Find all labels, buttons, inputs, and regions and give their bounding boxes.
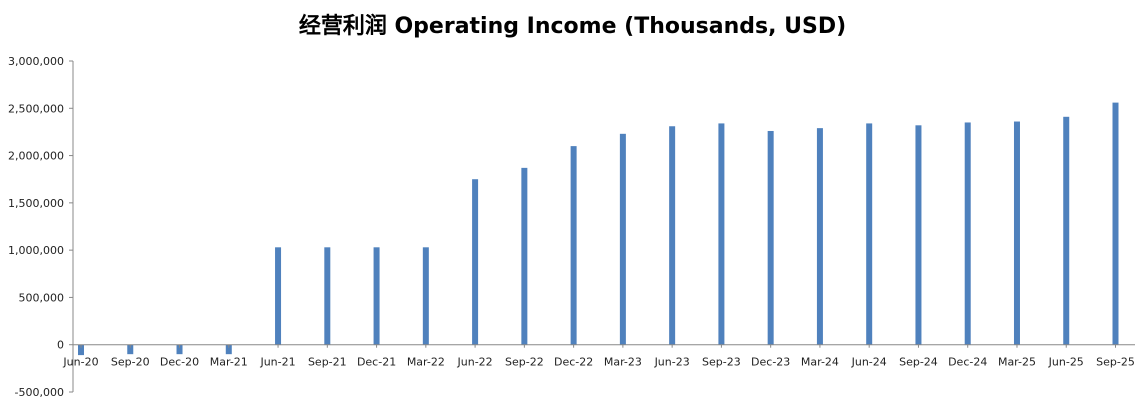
- x-tick-label: Dec-23: [751, 356, 790, 369]
- x-tick-label: Sep-22: [505, 356, 544, 369]
- bar: [718, 123, 725, 345]
- bar: [767, 130, 774, 345]
- x-tick-label: Jun-20: [62, 356, 98, 369]
- bar: [570, 146, 577, 345]
- x-tick-label: Sep-21: [308, 356, 347, 369]
- x-tick-label: Jun-22: [457, 356, 493, 369]
- x-tick-label: Dec-20: [160, 356, 199, 369]
- x-tick-label: Sep-20: [111, 356, 150, 369]
- bar: [619, 133, 626, 345]
- bar: [1112, 102, 1119, 345]
- y-tick-label: 1,000,000: [8, 244, 64, 257]
- y-tick-label: 2,500,000: [8, 102, 64, 115]
- bar: [176, 344, 183, 355]
- bar: [275, 247, 282, 345]
- bar: [225, 344, 232, 355]
- bar: [422, 247, 429, 345]
- chart-title: 经营利润 Operating Income (Thousands, USD): [298, 14, 847, 39]
- y-tick-label: 3,000,000: [8, 55, 64, 68]
- x-tick-label: Dec-24: [948, 356, 987, 369]
- bar: [324, 247, 331, 345]
- x-tick-label: Mar-21: [210, 356, 248, 369]
- bars: [78, 102, 1119, 356]
- y-tick-label: 2,000,000: [8, 150, 64, 163]
- x-tick-label: Sep-25: [1096, 356, 1135, 369]
- bar: [472, 179, 479, 345]
- x-tick-label: Jun-25: [1048, 356, 1084, 369]
- x-tick-label: Dec-21: [357, 356, 396, 369]
- x-tick-label: Mar-24: [801, 356, 839, 369]
- bar: [1063, 116, 1070, 345]
- bar: [373, 247, 380, 345]
- bar: [521, 167, 528, 345]
- x-tick-label: Sep-24: [899, 356, 938, 369]
- bar: [127, 344, 134, 355]
- bar: [1013, 121, 1020, 345]
- bar: [964, 122, 971, 345]
- x-tick-label: Jun-23: [654, 356, 690, 369]
- y-axis: 3,000,000 2,500,000 2,000,000 1,500,000 1,00…: [8, 55, 74, 399]
- bar: [816, 128, 823, 345]
- y-tick-label: -500,000: [15, 386, 64, 399]
- y-tick-label: 0: [57, 339, 64, 352]
- x-tick-label: Mar-25: [998, 356, 1036, 369]
- bar: [78, 344, 84, 356]
- y-tick-label: 500,000: [19, 291, 65, 304]
- bar: [866, 123, 873, 345]
- x-axis: Jun-20 Sep-20 Dec-20 Mar-21 Jun-21 Sep-21 Dec-…: [62, 344, 1135, 369]
- bar: [669, 126, 676, 345]
- x-tick-label: Mar-23: [604, 356, 642, 369]
- x-tick-label: Jun-21: [259, 356, 295, 369]
- bar: [915, 125, 922, 345]
- x-tick-label: Mar-22: [407, 356, 445, 369]
- x-tick-label: Dec-22: [554, 356, 593, 369]
- y-tick-label: 1,500,000: [8, 197, 64, 210]
- x-tick-label: Sep-23: [702, 356, 741, 369]
- x-tick-label: Jun-24: [851, 356, 887, 369]
